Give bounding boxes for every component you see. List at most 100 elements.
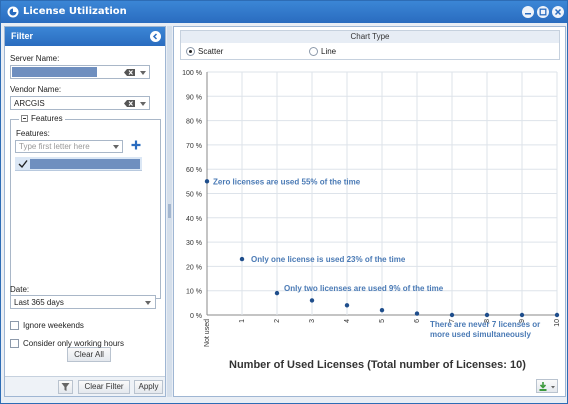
x-tick-label: 5 xyxy=(379,319,386,323)
chart-annotation: Only two licenses are used 9% of the tim… xyxy=(284,284,444,293)
funnel-icon xyxy=(61,383,70,391)
ignore-weekends-checkbox[interactable] xyxy=(10,321,19,330)
data-point[interactable] xyxy=(519,312,525,318)
chevron-down-icon[interactable] xyxy=(140,71,146,75)
x-axis-title: Number of Used Licenses (Total number of… xyxy=(229,359,526,371)
minimize-button[interactable] xyxy=(522,6,534,18)
x-tick-label: 8 xyxy=(484,319,491,323)
data-point[interactable] xyxy=(379,307,385,313)
chevron-down-icon[interactable] xyxy=(145,301,151,305)
y-tick-label: 20 % xyxy=(186,264,202,271)
splitter-grip[interactable] xyxy=(168,204,171,218)
data-point[interactable] xyxy=(484,312,490,318)
filter-panel: Filter Server Name: Vendor Name: ARCGIS xyxy=(4,26,166,397)
collapse-filter-button[interactable] xyxy=(150,31,161,42)
x-tick-label: 2 xyxy=(274,319,281,323)
y-tick-label: 60 % xyxy=(186,167,202,174)
y-tick-label: 90 % xyxy=(186,94,202,101)
window-title: License Utilization xyxy=(23,6,127,17)
vendor-name-value: ARCGIS xyxy=(14,99,45,108)
chevron-down-icon[interactable] xyxy=(140,102,146,106)
chart-panel: Chart Type Scatter Line 0 % 10 % 20 % 30 % 4… xyxy=(173,26,566,397)
funnel-button[interactable] xyxy=(58,380,73,394)
chart-annotation: There are never 7 licenses or more used s… xyxy=(430,320,540,339)
panel-splitter[interactable] xyxy=(167,26,172,397)
scatter-label: Scatter xyxy=(198,47,224,56)
x-tick-label: 7 xyxy=(449,319,456,323)
scatter-chart: 0 % 10 % 20 % 30 % 40 % 50 % 60 % 70 % 80 % 90 % 1… xyxy=(182,70,561,347)
chart-annotation: Zero licenses are used 55% of the time xyxy=(213,177,361,186)
collapse-icon[interactable] xyxy=(21,115,28,122)
features-input[interactable]: Type first letter here xyxy=(15,140,123,153)
features-group-label: Features xyxy=(31,114,63,123)
server-name-label: Server Name: xyxy=(10,54,60,63)
y-tick-label: 10 % xyxy=(186,289,202,296)
data-point[interactable] xyxy=(554,312,560,318)
features-label: Features: xyxy=(16,129,50,138)
features-fieldset: Features Features: Type first letter her… xyxy=(10,114,161,362)
app-logo-icon xyxy=(7,6,19,18)
data-point[interactable] xyxy=(344,303,350,308)
title-bar: License Utilization xyxy=(1,1,567,23)
date-value: Last 365 days xyxy=(14,298,64,307)
chart-type-box: Chart Type Scatter Line xyxy=(180,30,560,60)
chart-type-header: Chart Type xyxy=(181,31,559,43)
add-feature-icon[interactable] xyxy=(130,139,142,151)
server-name-value xyxy=(12,67,97,77)
data-point[interactable] xyxy=(239,256,245,262)
export-button[interactable] xyxy=(536,379,558,393)
minimize-icon xyxy=(525,13,531,15)
working-hours-checkbox[interactable] xyxy=(10,339,19,348)
scatter-radio[interactable] xyxy=(186,47,195,56)
filter-header: Filter xyxy=(5,27,165,46)
data-point[interactable] xyxy=(274,290,280,296)
restore-icon xyxy=(539,8,547,16)
clear-icon[interactable] xyxy=(124,100,135,107)
y-tick-label: 70 % xyxy=(186,143,202,150)
x-tick-label: 6 xyxy=(414,319,421,323)
filter-footer: Clear Filter Apply xyxy=(5,376,165,396)
x-tick-label: 9 xyxy=(519,319,526,323)
y-tick-label: 0 % xyxy=(190,313,202,320)
feature-list-item[interactable] xyxy=(15,157,142,171)
features-legend[interactable]: Features xyxy=(19,114,65,123)
checkmark-icon[interactable] xyxy=(18,159,28,169)
x-tick-label: 4 xyxy=(344,319,351,323)
y-tick-label: 30 % xyxy=(186,240,202,247)
server-name-combo[interactable] xyxy=(10,65,150,79)
line-radio[interactable] xyxy=(309,47,318,56)
features-list xyxy=(15,157,142,287)
y-tick-label: 40 % xyxy=(186,216,202,223)
x-tick-label: 3 xyxy=(309,319,316,323)
chevron-left-icon xyxy=(152,33,158,40)
x-tick-label: Not used xyxy=(204,319,211,347)
data-point[interactable] xyxy=(204,179,210,184)
date-combo[interactable]: Last 365 days xyxy=(10,295,156,309)
y-tick-label: 100 % xyxy=(182,70,202,77)
close-icon xyxy=(554,8,562,16)
x-tick-label: 1 xyxy=(239,319,246,323)
y-tick-label: 50 % xyxy=(186,192,202,199)
apply-button[interactable]: Apply xyxy=(134,380,163,394)
x-tick-label: 10 xyxy=(554,319,561,327)
data-point[interactable] xyxy=(309,298,315,303)
clear-icon[interactable] xyxy=(124,69,135,76)
restore-button[interactable] xyxy=(537,6,549,18)
data-point[interactable] xyxy=(449,312,455,318)
clear-filter-button[interactable]: Clear Filter xyxy=(78,380,130,394)
clear-all-button[interactable]: Clear All xyxy=(67,347,111,362)
feature-name xyxy=(30,159,140,169)
line-label: Line xyxy=(321,47,337,56)
chart-annotation: Only one license is used 23% of the time xyxy=(251,255,406,264)
ignore-weekends-label: Ignore weekends xyxy=(23,321,84,330)
filter-title: Filter xyxy=(11,31,34,41)
vendor-name-label: Vendor Name: xyxy=(10,85,62,94)
features-placeholder: Type first letter here xyxy=(19,142,90,151)
vendor-name-combo[interactable]: ARCGIS xyxy=(10,96,150,110)
data-point[interactable] xyxy=(414,311,420,316)
y-tick-label: 80 % xyxy=(186,119,202,126)
date-label: Date: xyxy=(10,285,30,294)
chevron-down-icon[interactable] xyxy=(113,145,119,149)
close-button[interactable] xyxy=(552,6,564,18)
